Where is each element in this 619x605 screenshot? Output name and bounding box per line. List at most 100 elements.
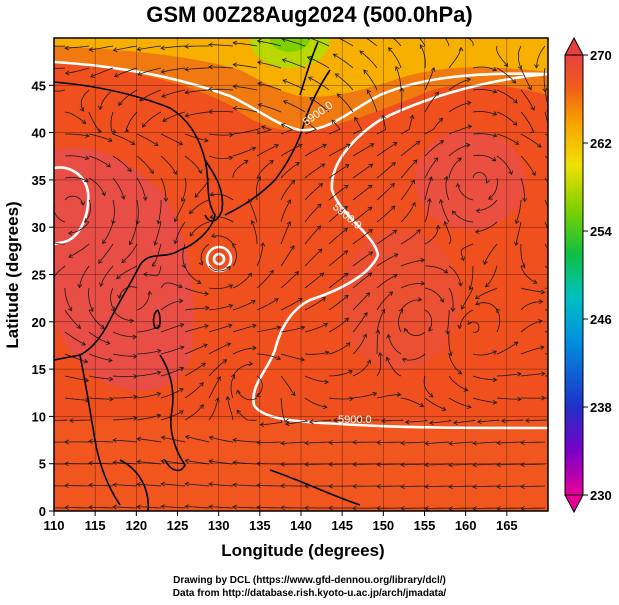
streamline-arrowhead: [252, 323, 257, 329]
x-tick-label: 115: [85, 518, 106, 533]
streamline-arrowhead: [136, 482, 141, 487]
streamline: [460, 243, 474, 261]
streamline-arrowhead: [520, 462, 525, 467]
streamline: [496, 507, 522, 509]
streamline-arrowhead: [80, 201, 86, 206]
streamline-arrowhead: [210, 233, 216, 238]
streamline: [544, 221, 548, 230]
streamline-arrowhead: [112, 482, 117, 488]
streamline: [112, 309, 134, 322]
streamline: [237, 390, 258, 401]
streamline: [376, 291, 393, 311]
streamline: [400, 463, 426, 466]
streamline: [160, 282, 183, 289]
streamline-arrowhead: [291, 391, 296, 397]
streamline: [233, 85, 258, 91]
streamline: [64, 288, 73, 311]
streamline: [280, 180, 295, 201]
streamline: [469, 265, 474, 290]
streamline-arrowhead: [344, 317, 349, 323]
streamline-arrowhead: [381, 418, 386, 424]
streamline: [376, 441, 402, 443]
streamline-arrowhead: [68, 253, 73, 258]
streamline-arrowhead: [160, 45, 165, 51]
streamline: [400, 159, 418, 179]
streamline-arrowhead: [77, 283, 83, 289]
streamline-arrowhead: [88, 482, 93, 488]
streamline-arrowhead: [428, 327, 433, 332]
streamline-arrowhead: [492, 66, 498, 72]
streamline-arrowhead: [318, 183, 324, 188]
streamline-arrowhead: [419, 402, 425, 408]
streamline-arrowhead: [133, 374, 138, 379]
streamline-arrowhead: [553, 239, 557, 243]
streamline-arrowhead: [537, 143, 542, 148]
streamline: [425, 265, 448, 274]
x-tick-label: 110: [44, 518, 65, 533]
streamline-arrowhead: [365, 292, 371, 297]
streamline-arrowhead: [457, 370, 463, 375]
streamline-arrowhead: [204, 137, 209, 143]
streamline-arrowhead: [352, 461, 357, 467]
streamline: [251, 220, 258, 245]
streamline-arrowhead: [391, 161, 396, 167]
streamline: [54, 242, 66, 245]
map-field: [46, 38, 557, 511]
streamline-arrowhead: [76, 324, 82, 329]
streamline: [230, 374, 235, 399]
streamline: [136, 414, 161, 421]
streamline-arrowhead: [357, 417, 362, 423]
y-tick-label: 45: [32, 78, 46, 93]
streamline-arrowhead: [385, 356, 391, 362]
streamline-arrowhead: [387, 47, 393, 52]
streamline-arrowhead: [400, 484, 405, 489]
streamline-arrowhead: [110, 306, 116, 312]
streamline: [90, 67, 114, 78]
streamline: [184, 362, 206, 377]
streamline: [424, 397, 446, 411]
streamline: [520, 265, 538, 284]
streamline-arrowhead: [199, 404, 204, 409]
streamline: [536, 45, 546, 68]
streamline: [400, 441, 426, 444]
streamline-arrowhead: [120, 195, 126, 200]
streamline: [496, 89, 518, 104]
streamline: [113, 396, 138, 399]
northern-green-core: [250, 38, 330, 68]
southwest-hot-region: [54, 147, 194, 391]
streamline: [233, 64, 258, 69]
streamline: [54, 67, 66, 69]
streamline-arrowhead: [64, 45, 69, 51]
streamline-arrowhead: [527, 85, 532, 91]
streamline-arrowhead: [64, 439, 69, 445]
streamline-arrowhead: [136, 504, 141, 510]
streamline: [200, 243, 210, 266]
y-tick-label: 15: [32, 362, 46, 377]
streamline: [328, 206, 348, 223]
streamline-arrowhead: [304, 461, 309, 467]
streamline-arrowhead: [225, 395, 231, 401]
streamline: [328, 397, 353, 400]
streamline-arrowhead: [46, 419, 50, 423]
streamline-arrowhead: [363, 311, 368, 317]
streamline-arrowhead: [514, 219, 520, 225]
streamline-arrowhead: [362, 333, 368, 339]
streamline: [208, 359, 227, 377]
streamline-arrowhead: [532, 279, 538, 284]
streamline: [208, 343, 231, 355]
streamline: [185, 483, 210, 487]
streamline: [304, 351, 329, 355]
x-tick-label: 160: [455, 518, 477, 533]
streamline: [112, 177, 125, 200]
streamline: [337, 38, 354, 47]
streamline: [184, 344, 208, 355]
streamline-arrowhead: [466, 100, 472, 106]
streamline-arrowhead: [395, 65, 400, 71]
streamline: [232, 484, 258, 487]
credit-drawing: Drawing by DCL (https://www.gfd-dennou.o…: [173, 575, 446, 586]
streamline: [400, 259, 425, 267]
streamline: [304, 248, 323, 267]
streamline-arrowhead: [181, 197, 186, 203]
streamline-arrowhead: [280, 483, 285, 489]
streamline-arrowhead: [156, 413, 162, 419]
